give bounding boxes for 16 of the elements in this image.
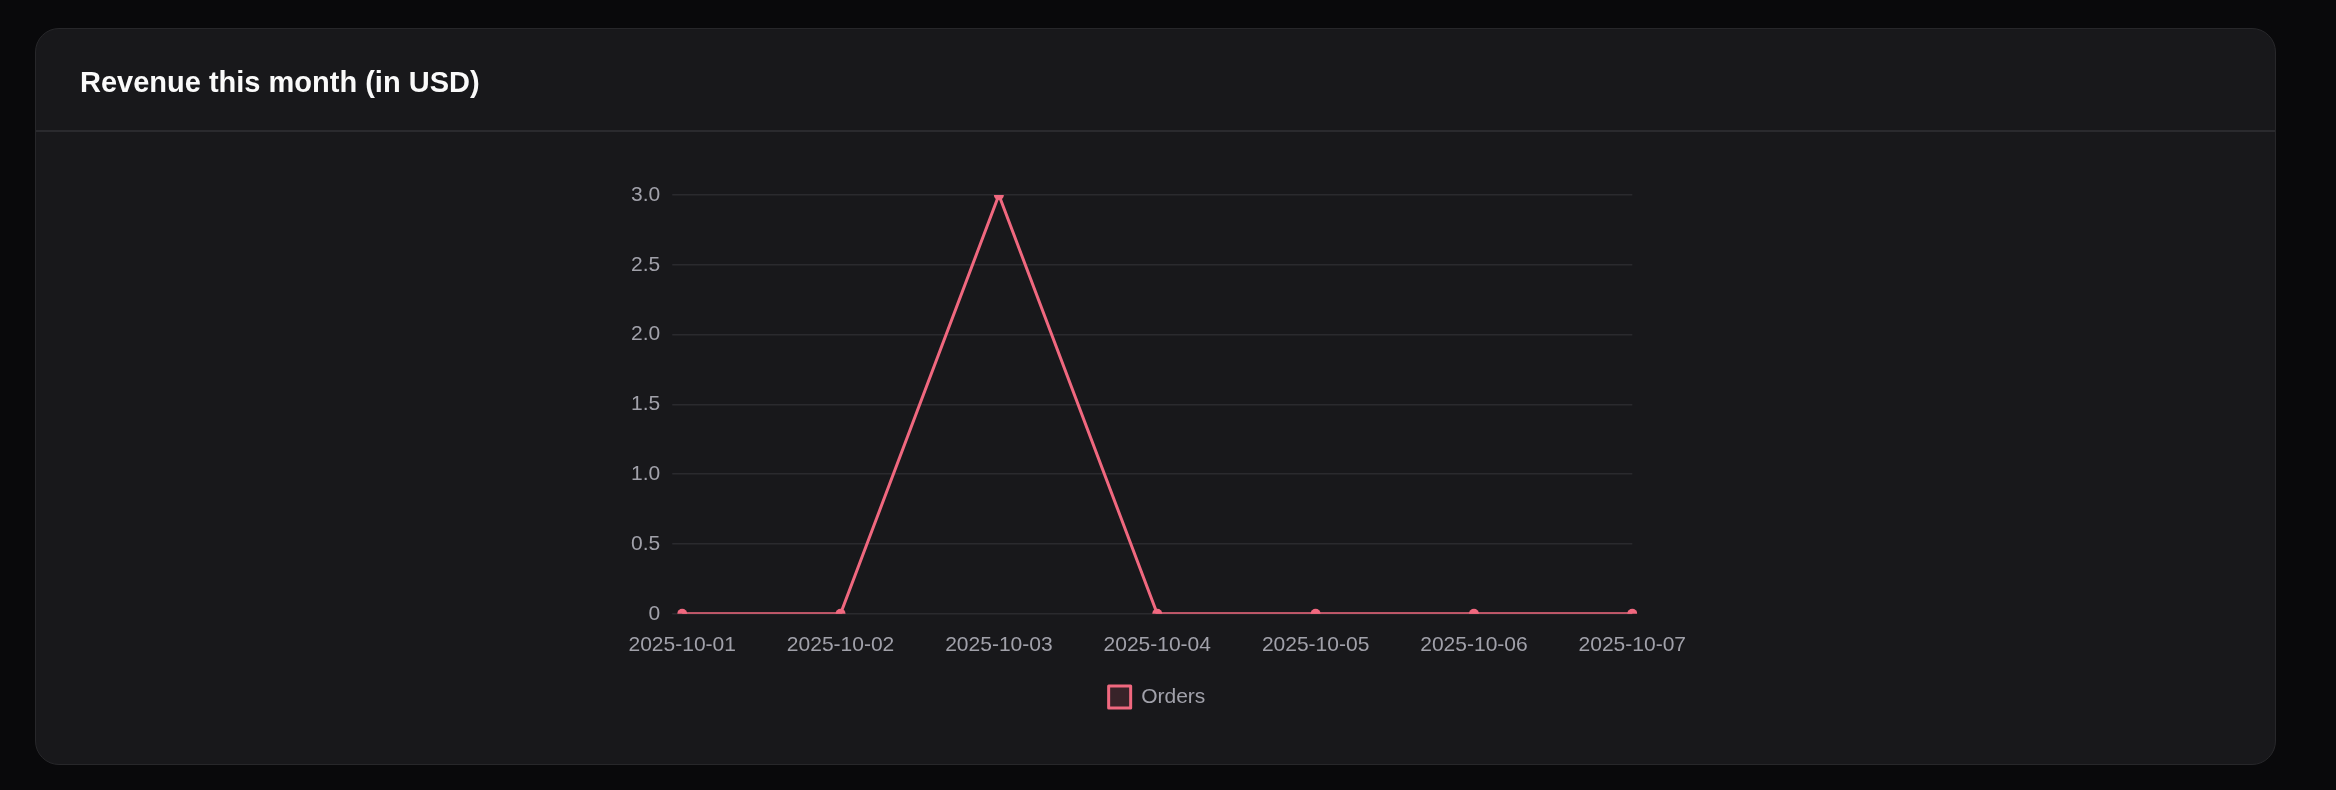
legend-label: Orders [1141, 683, 1206, 707]
y-tick-label: 0.5 [630, 530, 661, 554]
y-tick-label: 1.0 [630, 461, 661, 484]
y-tick-label: 0 [648, 600, 661, 624]
y-tick-label: 2.0 [630, 321, 661, 345]
y-tick-label: 3.0 [630, 181, 661, 205]
text: Revenue this month (in USD) [80, 65, 480, 99]
x-tick-label: 2025-10-05 [1261, 632, 1370, 656]
x-tick-label: 2025-10-03 [945, 632, 1053, 656]
x-tick-label: 2025-10-07 [1578, 632, 1686, 656]
y-tick-label: 1.5 [630, 391, 661, 415]
x-tick-label: 2025-10-06 [1420, 632, 1528, 656]
x-tick-label: 2025-10-04 [1103, 632, 1212, 656]
x-tick-label: 2025-10-02 [786, 632, 895, 656]
y-tick-label: 2.5 [630, 251, 661, 275]
x-tick-label: 2025-10-01 [628, 632, 736, 656]
